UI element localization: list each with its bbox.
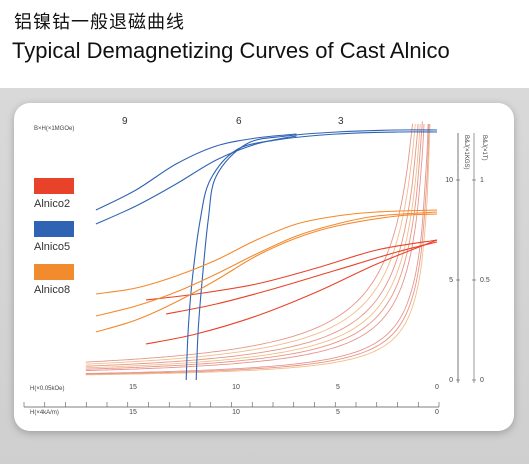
bh-label-3: 3 bbox=[338, 116, 344, 127]
chart-title: Typical Demagnetizing Curves of Cast Aln… bbox=[12, 38, 450, 63]
x-tick-ka-10: 10 bbox=[232, 409, 240, 416]
x-axis-label-oe: H(×0.05kOe) bbox=[30, 386, 65, 392]
y-tick-t-0.5: 0.5 bbox=[480, 277, 490, 284]
x-tick-ka-0: 0 bbox=[435, 409, 439, 416]
y-tick-t-0: 0 bbox=[480, 377, 484, 384]
bh-axis-label: B×H(×1MGOe) bbox=[34, 126, 74, 132]
legend-swatch-alnico2 bbox=[34, 178, 74, 194]
x-tick-ka-15: 15 bbox=[129, 409, 137, 416]
bh-label-9: 9 bbox=[122, 116, 128, 127]
y-tick-kgs-5: 5 bbox=[449, 277, 453, 284]
bh-curve-9-1 bbox=[85, 123, 416, 365]
chart-legend: Alnico2 Alnico5 Alnico8 bbox=[34, 178, 74, 296]
legend-swatch-alnico8 bbox=[34, 264, 74, 280]
x-tick-oe-10: 10 bbox=[232, 384, 240, 391]
x-axis-label-ka: H(×4kA/m) bbox=[30, 410, 59, 416]
bh-curve-9-0 bbox=[85, 123, 413, 363]
tick-labels: 15 10 5 0 15 10 5 0 10 5 0 1 0.5 0 bbox=[23, 177, 490, 416]
series-alnico5-curve-1 bbox=[195, 129, 438, 381]
bh-curve-9-2 bbox=[85, 123, 419, 367]
x-tick-oe-0: 0 bbox=[435, 384, 439, 391]
bh-label-6: 6 bbox=[236, 116, 242, 127]
series-alnico5-curve-3 bbox=[95, 135, 297, 225]
bh-curve-6-1 bbox=[85, 121, 423, 370]
y-axis-label-kgs: B&J(×1KGS) bbox=[463, 135, 469, 170]
series-alnico8-curve-1 bbox=[95, 211, 438, 317]
chart-series bbox=[95, 129, 438, 381]
y-tick-kgs-10: 10 bbox=[445, 177, 453, 184]
series-alnico2-curve-1 bbox=[145, 239, 438, 345]
bh-curve-3-0 bbox=[85, 123, 429, 374]
y-tick-kgs-0: 0 bbox=[449, 377, 453, 384]
series-alnico2-curve-0 bbox=[165, 241, 438, 315]
legend-swatch-alnico5 bbox=[34, 221, 74, 237]
series-alnico5-curve-0 bbox=[185, 131, 438, 381]
energy-product-curves: 9 6 3 bbox=[85, 116, 431, 376]
legend-label-alnico8: Alnico8 bbox=[34, 284, 70, 296]
legend-label-alnico5: Alnico5 bbox=[34, 241, 70, 253]
x-tick-oe-5: 5 bbox=[336, 384, 340, 391]
bh-curve-3-1 bbox=[85, 123, 430, 375]
bh-curve-6-0 bbox=[85, 123, 421, 369]
series-alnico8-curve-0 bbox=[95, 209, 438, 295]
y-tick-t-1: 1 bbox=[480, 177, 484, 184]
series-alnico8-curve-2 bbox=[95, 213, 438, 333]
chart-panel bbox=[14, 103, 514, 431]
series-alnico2-curve-2 bbox=[145, 239, 438, 301]
legend-label-alnico2: Alnico2 bbox=[34, 198, 70, 210]
bh-curve-6-2 bbox=[85, 123, 425, 372]
y-axis-label-t: B&J(×1T) bbox=[481, 135, 487, 161]
x-tick-oe-15: 15 bbox=[129, 384, 137, 391]
chart-title-chinese: 铝镍钴一般退磁曲线 bbox=[14, 12, 185, 33]
series-alnico5-curve-2 bbox=[95, 133, 297, 211]
x-tick-ka-5: 5 bbox=[336, 409, 340, 416]
bh-curve-3-2 bbox=[85, 123, 431, 376]
